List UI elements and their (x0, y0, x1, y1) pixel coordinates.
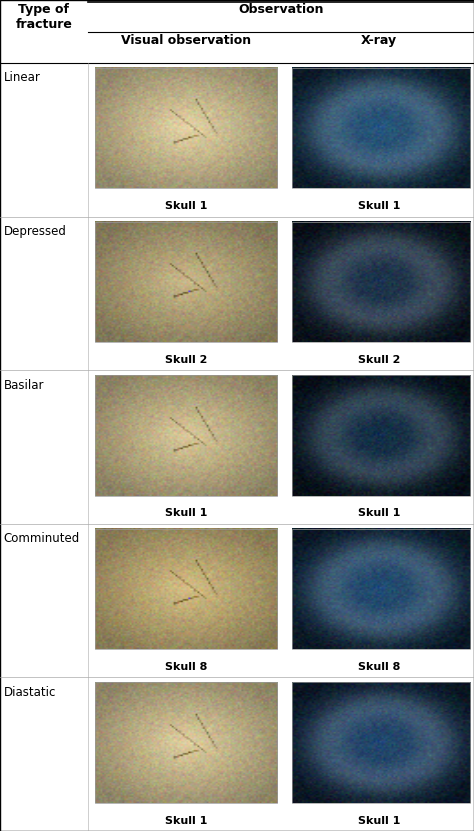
Text: Comminuted: Comminuted (4, 532, 80, 545)
Text: Depressed: Depressed (4, 225, 67, 238)
Text: Skull 1: Skull 1 (165, 201, 207, 211)
Bar (95, 376, 277, 495)
Text: Skull 1: Skull 1 (165, 509, 207, 519)
Text: Observation: Observation (238, 3, 324, 17)
Bar (292, 68, 470, 189)
Bar (292, 376, 470, 495)
Text: Basilar: Basilar (4, 379, 44, 391)
Text: Skull 8: Skull 8 (358, 662, 401, 672)
Bar (95, 682, 277, 803)
Text: Skull 2: Skull 2 (165, 355, 207, 365)
Bar (95, 529, 277, 649)
Text: Skull 1: Skull 1 (358, 201, 401, 211)
Text: Skull 2: Skull 2 (358, 355, 401, 365)
Text: Skull 1: Skull 1 (358, 815, 401, 825)
Text: Skull 1: Skull 1 (358, 509, 401, 519)
Text: X-ray: X-ray (361, 34, 397, 47)
Text: Diastatic: Diastatic (4, 686, 56, 699)
Bar (95, 222, 277, 342)
Text: Linear: Linear (4, 71, 41, 85)
Bar (292, 682, 470, 803)
Bar (292, 222, 470, 342)
Bar (292, 529, 470, 649)
Text: Type of
fracture: Type of fracture (16, 3, 72, 32)
Bar (95, 68, 277, 189)
Text: Skull 1: Skull 1 (165, 815, 207, 825)
Text: Visual observation: Visual observation (121, 34, 251, 47)
Text: Skull 8: Skull 8 (165, 662, 207, 672)
